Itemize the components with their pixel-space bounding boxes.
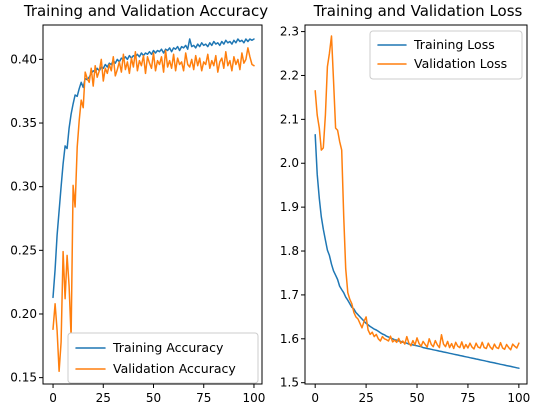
accuracy-axes: 0 25 50 75 100 0.15 0.20 0.25 0.30 0.35 0.40	[10, 24, 266, 405]
loss-y-tick-label: 1.5	[280, 376, 299, 390]
legend-label-validation-loss: Validation Loss	[414, 56, 507, 71]
loss-y-tick-label: 2.0	[280, 156, 299, 170]
loss-legend-box	[369, 30, 523, 80]
loss-y-tick-label: 2.1	[280, 112, 299, 126]
accuracy-x-tick-label: 100	[243, 391, 266, 405]
accuracy-y-tick-label: 0.35	[10, 116, 37, 130]
validation-loss-line	[314, 35, 520, 351]
accuracy-y-tick-label: 0.15	[10, 371, 37, 385]
accuracy-series-group	[52, 38, 255, 373]
loss-y-tick-label: 1.6	[280, 332, 299, 346]
accuracy-x-tick-label: 75	[196, 391, 211, 405]
accuracy-plot: Training and Validation Accuracy 0 25 50 75…	[10, 2, 268, 405]
accuracy-y-tick-label: 0.40	[10, 52, 37, 66]
accuracy-x-tick-label: 0	[49, 391, 57, 405]
loss-y-tick-label: 1.9	[280, 200, 299, 214]
training-loss-line	[314, 133, 520, 369]
accuracy-x-tick-label: 25	[96, 391, 111, 405]
accuracy-legend: Training Accuracy Validation Accuracy	[67, 332, 259, 384]
loss-legend: Training Loss Validation Loss	[369, 30, 523, 80]
loss-x-tick-label: 100	[507, 391, 530, 405]
loss-y-tick-label: 1.7	[280, 288, 299, 302]
legend-label-training-loss: Training Loss	[413, 37, 495, 52]
loss-chart-title: Training and Validation Loss	[313, 2, 523, 20]
loss-y-tick-label: 1.8	[280, 244, 299, 258]
loss-y-tick-label: 2.2	[280, 68, 299, 82]
legend-label-training-accuracy: Training Accuracy	[112, 340, 224, 355]
loss-axes: 0 25 50 75 100 1.5 1.6 1.7 1.8 1.9 2.0 2.1 2.2 2.3	[280, 24, 530, 405]
accuracy-y-tick-label: 0.30	[10, 180, 37, 194]
accuracy-legend-box	[67, 332, 259, 384]
accuracy-chart-title: Training and Validation Accuracy	[23, 2, 268, 20]
loss-x-tick-label: 50	[409, 391, 424, 405]
loss-x-tick-label: 75	[460, 391, 475, 405]
loss-series-group	[314, 35, 520, 369]
loss-y-tick-label: 2.3	[280, 25, 299, 39]
accuracy-x-tick-label: 50	[146, 391, 161, 405]
loss-plot: Training and Validation Loss 0 25 50 75 100 1…	[280, 2, 530, 405]
accuracy-y-tick-label: 0.20	[10, 307, 37, 321]
accuracy-plot-frame	[42, 24, 263, 385]
legend-label-validation-accuracy: Validation Accuracy	[113, 361, 236, 376]
validation-accuracy-line	[52, 47, 255, 373]
loss-x-tick-label: 25	[358, 391, 373, 405]
loss-plot-frame	[304, 24, 528, 385]
training-accuracy-line	[52, 38, 255, 299]
loss-x-tick-label: 0	[311, 391, 319, 405]
accuracy-y-tick-label: 0.25	[10, 243, 37, 257]
